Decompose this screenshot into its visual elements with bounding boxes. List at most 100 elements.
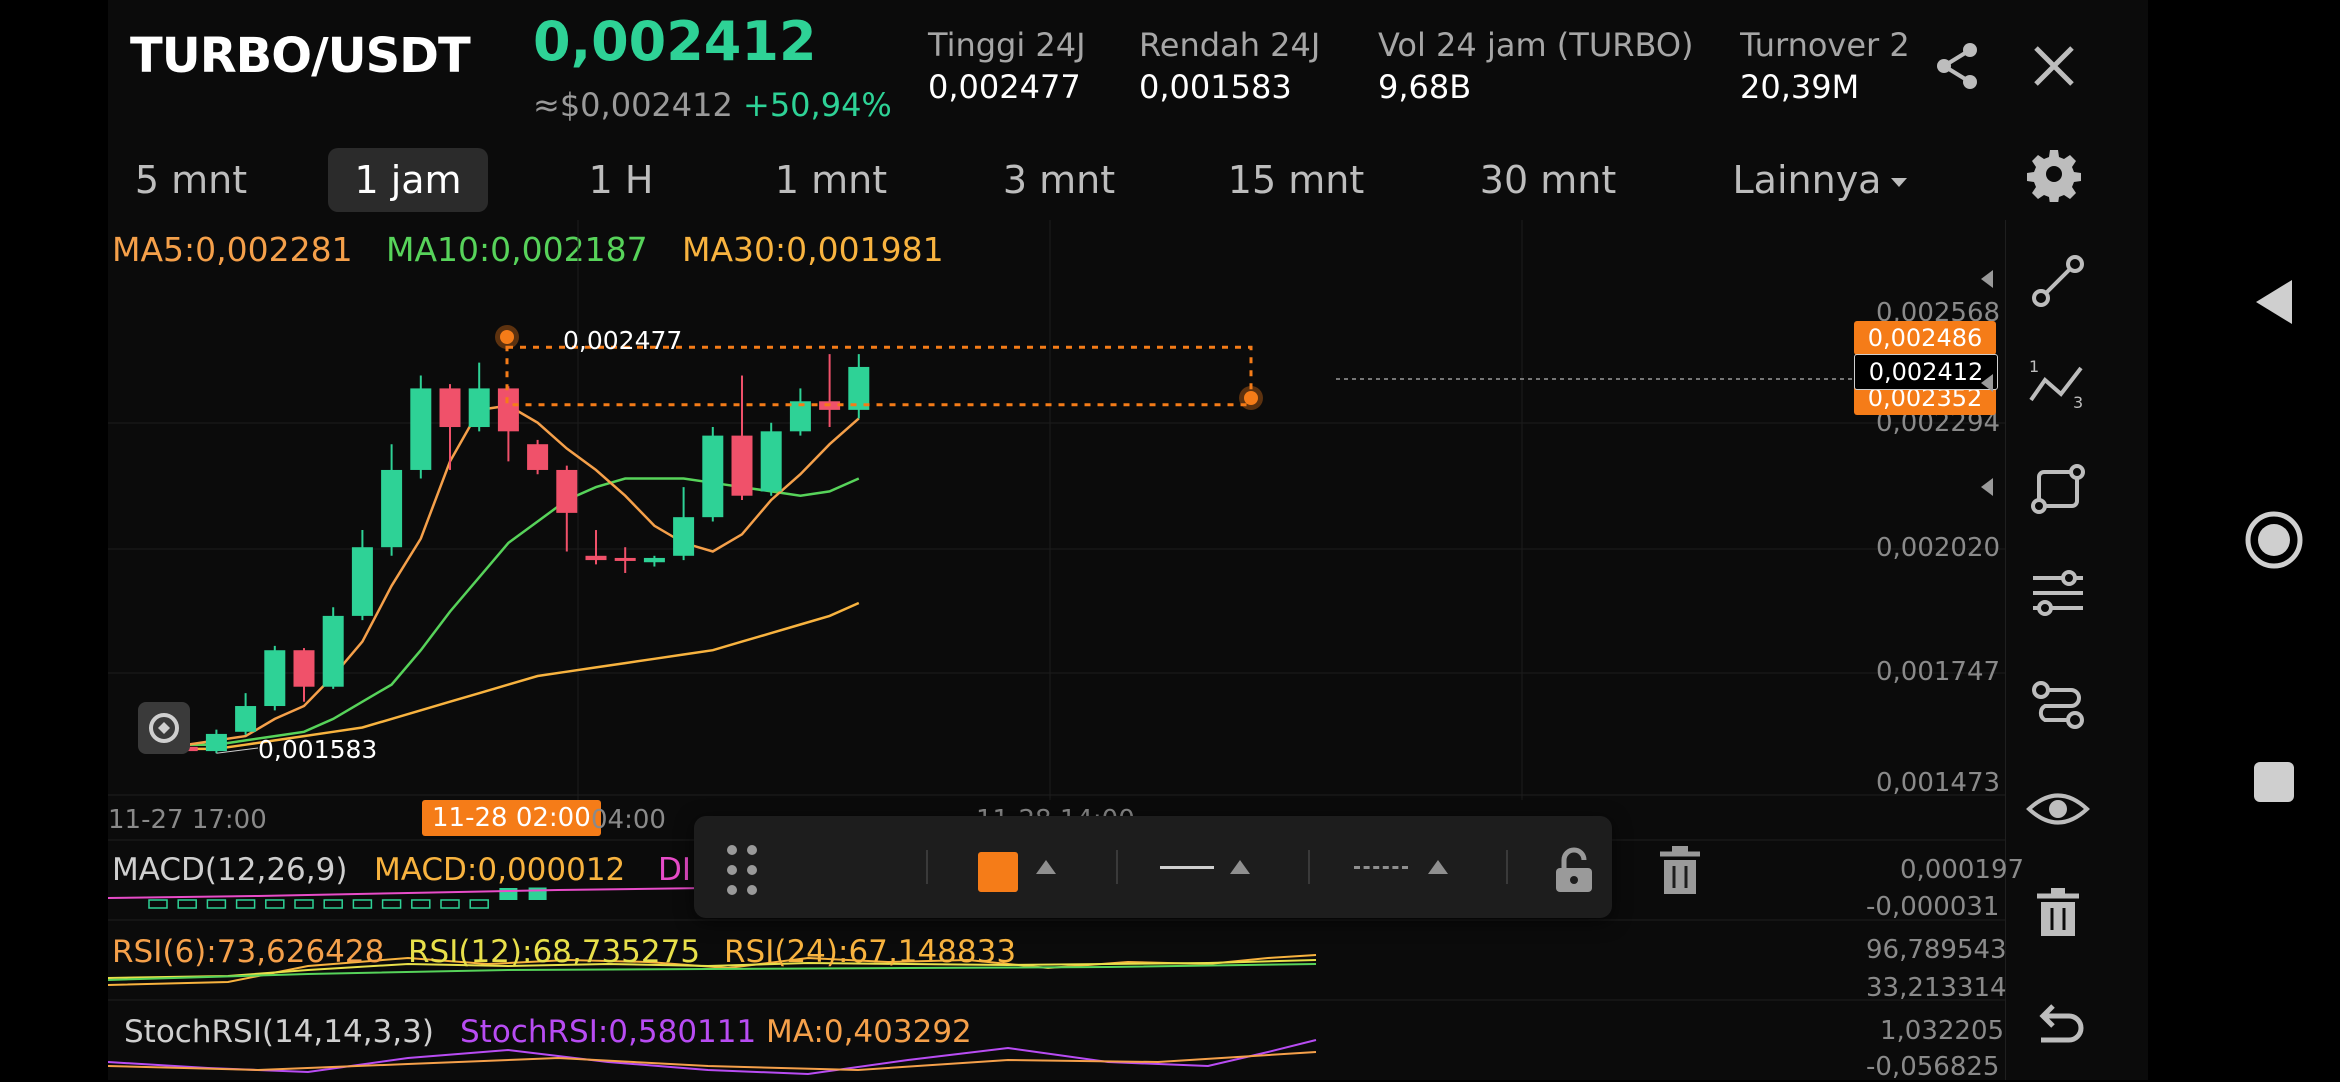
macd-bar [469,899,489,909]
chevron-down-icon [1891,178,1908,187]
chart-grid [108,220,2006,1080]
macd-bar [206,899,227,909]
candle [439,388,461,428]
line-width-icon[interactable] [1160,866,1214,869]
pair-title[interactable]: TURBO/USDT [130,28,471,84]
rsi-line [108,963,1317,981]
price-chart[interactable] [108,0,2006,1080]
current-price-tag: 0,002412 [1854,354,1998,390]
line-style-dropdown-icon[interactable] [1428,860,1448,874]
divider [1116,850,1118,884]
color-dropdown-icon[interactable] [1036,860,1056,874]
candle [410,388,432,470]
candle [614,557,636,561]
time-axis-label: 11-27 17:00 [108,805,267,835]
trading-app: TURBO/USDT 0,002412 ≈$0,002412 +50,94% T… [108,0,2148,1082]
last-price: 0,002412 [533,10,817,73]
home-icon[interactable] [2244,510,2304,570]
macd-bar [440,899,460,909]
tab-1-hour[interactable]: 1 jam [328,148,488,212]
stochrsi-ma-line [108,1051,1317,1072]
ma30-legend: MA30:0,001981 [682,230,944,269]
rectangle-drawing [216,325,1854,754]
divider [1506,850,1508,884]
candle [731,435,753,496]
color-swatch[interactable] [978,852,1018,892]
macd-value: MACD:0,000012 [374,852,626,888]
macd-bar [411,899,431,909]
expand-arrow-icon[interactable] [1981,478,1993,496]
stat-turnover-label: Turnover 24 [1740,26,1910,64]
candle [789,401,811,432]
rectangle-icon[interactable] [2023,454,2093,524]
stochrsi-value: StochRSI:0,580111 [460,1014,757,1050]
tab-1-day[interactable]: 1 H [588,158,654,202]
candle [322,615,344,687]
rectangle-handle [500,330,514,344]
macd-bar [352,899,373,909]
drawing-toolbar [694,816,1612,918]
macd-line [108,887,709,899]
divider [1308,850,1310,884]
candle [556,469,578,513]
tab-1-min[interactable]: 1 mnt [774,158,888,202]
stat-volume-value: 9,68B [1378,68,1472,106]
candle [643,557,665,563]
macd-bar [177,899,197,909]
line-width-dropdown-icon[interactable] [1230,860,1250,874]
recents-icon[interactable] [2252,760,2296,804]
drag-handle-icon[interactable] [722,842,762,898]
delete-drawing-icon[interactable] [1658,846,1702,894]
stat-low: Rendah 24J 0,001583 [1139,26,1320,106]
expand-arrow-icon[interactable] [1981,270,1993,288]
tab-30-min[interactable]: 30 mnt [1479,158,1617,202]
trend-line-icon[interactable] [2023,246,2093,316]
price-axis-label: 0,001473 [1876,768,2001,798]
undo-icon[interactable] [2023,992,2093,1062]
low-marker-line [216,747,259,754]
high-marker: 0,002477 [563,326,683,355]
ma10-legend: MA10:0,002187 [386,230,648,269]
stat-volume: Vol 24 jam (TURBO) 9,68B [1378,26,1694,106]
macd-bar [235,899,256,909]
price-axis-label: 0,001747 [1876,657,2001,687]
ma5-legend: MA5:0,002281 [112,230,353,269]
ma10-line [158,477,860,746]
route-icon[interactable] [2023,670,2093,740]
low-marker: 0,001583 [258,735,378,764]
stat-turnover-value: 20,39M [1740,68,1860,106]
fib-icon[interactable]: 13 [2023,350,2093,420]
stochrsi-title: StochRSI(14,14,3,3) [124,1014,434,1050]
system-nav-bar [2148,0,2340,1080]
sliders-icon[interactable] [2023,558,2093,628]
candles [147,354,870,754]
unlock-icon[interactable] [1552,846,1596,894]
candle [527,444,549,470]
gear-icon[interactable] [2026,146,2082,202]
macd-bar [499,888,518,900]
selected-time-label: 11-28 02:00 [422,800,601,836]
macd-bar [323,899,343,909]
stoch-axis-bottom: -0,056825 [1866,1052,2000,1082]
macd-axis-bottom: -0,000031 [1866,892,2000,922]
tab-15-min[interactable]: 15 mnt [1227,158,1365,202]
stat-low-value: 0,001583 [1139,68,1292,106]
candle [760,431,782,492]
eye-icon[interactable] [2023,774,2093,844]
tab-3-min[interactable]: 3 mnt [1002,158,1116,202]
exchange-logo[interactable] [138,702,190,754]
rsi-axis-bottom: 33,213314 [1866,973,2007,1003]
candle [585,555,607,561]
share-icon[interactable] [1930,38,1986,94]
expand-arrow-icon[interactable] [1981,374,1993,392]
trash-icon[interactable] [2023,878,2093,948]
line-style-icon[interactable] [1354,866,1408,869]
candle [673,517,695,556]
rectangle-handle [1244,391,1258,405]
back-icon[interactable] [2252,276,2296,328]
tab-more[interactable]: Lainnya [1720,148,1920,212]
tab-5-min[interactable]: 5 mnt [134,158,248,202]
drawn-rectangle [505,345,1253,407]
candle [497,388,519,432]
close-icon[interactable] [2026,38,2082,94]
